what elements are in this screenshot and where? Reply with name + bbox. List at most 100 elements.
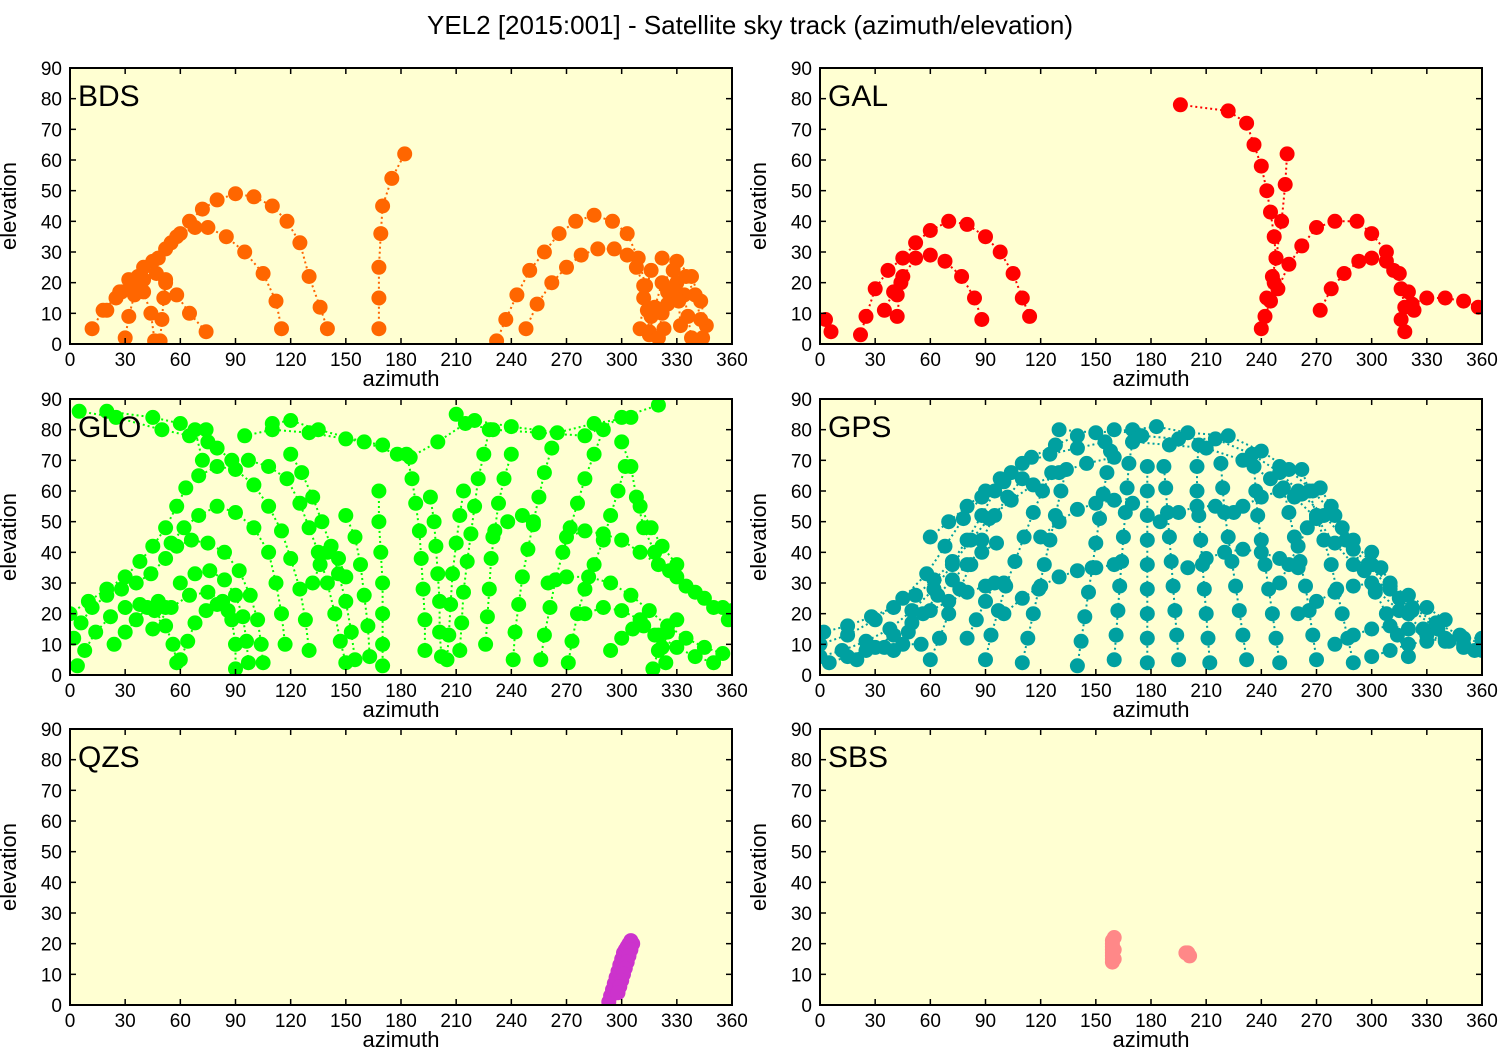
data-point	[301, 520, 317, 536]
data-point	[996, 474, 1012, 490]
data-point	[283, 551, 299, 566]
data-point	[301, 269, 317, 284]
data-point	[1069, 658, 1085, 674]
data-point	[485, 529, 501, 545]
series-17	[422, 489, 449, 665]
data-point	[974, 312, 990, 327]
y-tick-label: 70	[41, 451, 62, 472]
data-point	[715, 646, 731, 661]
data-point	[319, 544, 335, 560]
data-point	[522, 262, 538, 278]
y-tick-label: 40	[41, 873, 62, 894]
data-point	[959, 584, 975, 600]
data-point	[1437, 612, 1453, 628]
data-point	[1323, 498, 1339, 514]
data-point	[840, 618, 856, 634]
data-point	[1364, 226, 1380, 242]
data-point	[922, 603, 938, 619]
x-tick-label: 150	[1080, 350, 1112, 371]
series-17	[1272, 459, 1324, 668]
x-tick-label: 60	[170, 681, 191, 702]
data-point	[693, 312, 709, 327]
data-point	[228, 186, 243, 202]
x-tick-label: 30	[115, 681, 136, 702]
y-tick-label: 10	[791, 635, 812, 656]
x-tick-label: 360	[1466, 350, 1498, 371]
series-line	[929, 480, 1005, 538]
series-line	[170, 505, 287, 645]
series-19	[452, 422, 497, 658]
series-line	[1040, 499, 1133, 538]
data-point	[200, 535, 216, 551]
y-axis-label: elevation	[746, 162, 771, 250]
data-point	[292, 495, 308, 511]
data-point	[1172, 97, 1188, 113]
data-point	[1058, 462, 1074, 477]
series-7	[70, 532, 271, 671]
data-point	[1139, 581, 1155, 597]
x-tick-label: 270	[1301, 681, 1333, 702]
y-axis-label: elevation	[0, 162, 21, 250]
data-point	[1305, 627, 1321, 643]
x-tick-label: 210	[440, 350, 472, 371]
data-point	[70, 658, 85, 674]
x-tick-label: 360	[716, 350, 748, 371]
data-point	[1281, 256, 1297, 272]
data-point	[1474, 630, 1482, 646]
x-tick-label: 30	[115, 1011, 136, 1032]
series-12	[656, 281, 688, 337]
data-point	[1125, 495, 1141, 511]
series-32	[305, 544, 354, 591]
data-point	[1149, 419, 1164, 435]
series-line	[106, 410, 204, 461]
data-point	[1235, 498, 1251, 514]
data-point	[1125, 434, 1141, 450]
data-point	[505, 652, 521, 668]
data-point	[937, 253, 953, 269]
data-point	[941, 593, 957, 609]
data-point	[603, 575, 619, 591]
x-tick-label: 60	[920, 681, 941, 702]
data-point	[614, 603, 630, 619]
data-point	[145, 538, 161, 554]
data-point	[1309, 593, 1324, 609]
y-tick-label: 40	[791, 543, 812, 564]
x-tick-label: 210	[440, 1011, 472, 1032]
data-point	[540, 575, 556, 591]
data-point	[1106, 930, 1122, 945]
data-point	[156, 290, 172, 306]
data-point	[1158, 480, 1174, 496]
y-tick-label: 90	[791, 390, 812, 411]
data-point	[858, 643, 874, 658]
data-point	[908, 587, 924, 603]
data-point	[944, 554, 960, 569]
data-point	[301, 643, 317, 658]
data-point	[533, 652, 549, 668]
data-point	[356, 434, 372, 450]
data-point	[136, 259, 152, 275]
data-point	[1404, 296, 1420, 312]
data-point	[1309, 220, 1324, 235]
data-point	[503, 419, 519, 435]
data-point	[605, 213, 620, 229]
data-point	[1036, 557, 1052, 573]
data-point	[470, 471, 486, 487]
data-point	[136, 272, 152, 288]
data-point	[636, 618, 652, 634]
data-point	[1220, 103, 1236, 119]
data-point	[509, 287, 525, 303]
x-tick-label: 300	[1356, 350, 1388, 371]
data-point	[430, 434, 446, 450]
data-point	[126, 287, 142, 303]
data-point	[720, 612, 732, 628]
data-point	[338, 431, 354, 447]
data-point	[224, 452, 240, 468]
series-2	[853, 213, 1038, 343]
data-layer	[84, 146, 714, 344]
data-point	[1189, 459, 1205, 474]
data-point	[1106, 951, 1122, 967]
data-point	[1189, 498, 1205, 514]
data-point	[1400, 621, 1416, 637]
data-point	[415, 581, 431, 597]
data-point	[279, 471, 295, 487]
